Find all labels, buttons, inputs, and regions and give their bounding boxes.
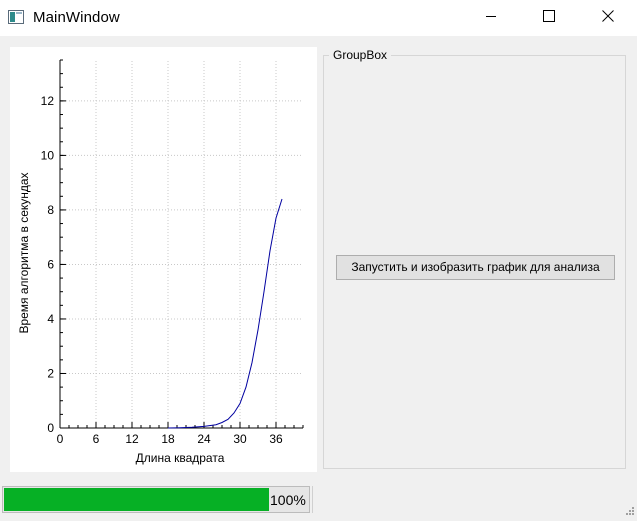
x-tick-label: 12 (125, 432, 139, 446)
title-bar: MainWindow (0, 0, 637, 36)
groupbox (323, 55, 626, 469)
x-tick-label: 36 (269, 432, 283, 446)
y-tick-label: 12 (41, 94, 55, 108)
chart-panel: 0 6 12 18 24 30 36 0 2 4 6 8 10 12 Длина квадрата Вре… (10, 47, 317, 472)
close-icon (602, 9, 614, 27)
maximize-icon (543, 9, 555, 27)
x-tick-label: 30 (233, 432, 247, 446)
size-grip-icon[interactable] (625, 503, 635, 515)
minimize-icon (485, 9, 497, 27)
y-tick-label: 4 (47, 312, 54, 326)
minimize-button[interactable] (468, 0, 514, 36)
progress-bar-fill (4, 488, 269, 511)
x-tick-label: 24 (197, 432, 211, 446)
progress-percent-label: 100% (270, 492, 306, 508)
y-axis-label: Время алгоритма в секундах (17, 172, 31, 333)
x-axis-label: Длина квадрата (136, 451, 225, 465)
y-tick-label: 10 (41, 148, 55, 162)
series-line (167, 198, 283, 429)
progress-bar (2, 486, 310, 513)
run-analysis-button[interactable]: Запустить и изобразить график для анализ… (336, 255, 615, 280)
status-separator (312, 486, 313, 513)
y-tick-label: 2 (47, 366, 54, 380)
y-tick-label: 0 (47, 421, 54, 435)
y-tick-label: 6 (47, 257, 54, 271)
x-tick-label: 6 (93, 432, 100, 446)
y-tick-label: 8 (47, 203, 54, 217)
app-window-icon (8, 10, 24, 24)
chart-grid (60, 60, 303, 428)
window-title: MainWindow (33, 9, 120, 26)
close-button[interactable] (585, 0, 631, 36)
groupbox-title: GroupBox (329, 48, 392, 62)
x-tick-label: 18 (161, 432, 175, 446)
chart-series (167, 198, 283, 429)
x-tick-label: 0 (57, 432, 64, 446)
maximize-button[interactable] (526, 0, 572, 36)
